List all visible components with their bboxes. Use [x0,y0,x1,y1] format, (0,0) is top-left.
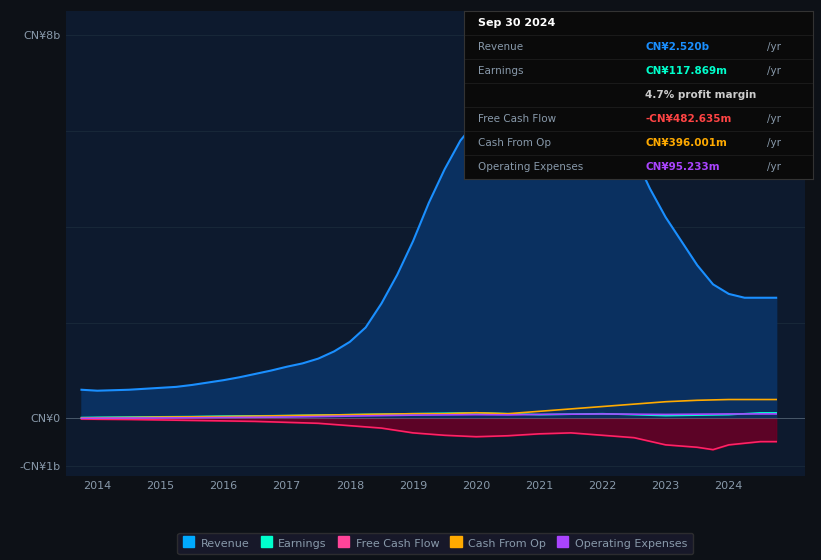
Text: Earnings: Earnings [478,66,523,76]
Legend: Revenue, Earnings, Free Cash Flow, Cash From Op, Operating Expenses: Revenue, Earnings, Free Cash Flow, Cash … [177,533,693,554]
Text: Sep 30 2024: Sep 30 2024 [478,18,555,28]
Text: /yr: /yr [768,66,782,76]
Text: /yr: /yr [768,138,782,148]
Text: /yr: /yr [768,114,782,124]
Text: CN¥2.520b: CN¥2.520b [645,42,709,52]
Text: CN¥117.869m: CN¥117.869m [645,66,727,76]
Text: Cash From Op: Cash From Op [478,138,551,148]
Text: Revenue: Revenue [478,42,523,52]
Text: /yr: /yr [768,42,782,52]
Text: CN¥396.001m: CN¥396.001m [645,138,727,148]
Text: CN¥95.233m: CN¥95.233m [645,162,720,172]
Text: 4.7% profit margin: 4.7% profit margin [645,90,757,100]
Text: -CN¥482.635m: -CN¥482.635m [645,114,732,124]
Text: Operating Expenses: Operating Expenses [478,162,583,172]
Text: /yr: /yr [768,162,782,172]
Text: Free Cash Flow: Free Cash Flow [478,114,556,124]
